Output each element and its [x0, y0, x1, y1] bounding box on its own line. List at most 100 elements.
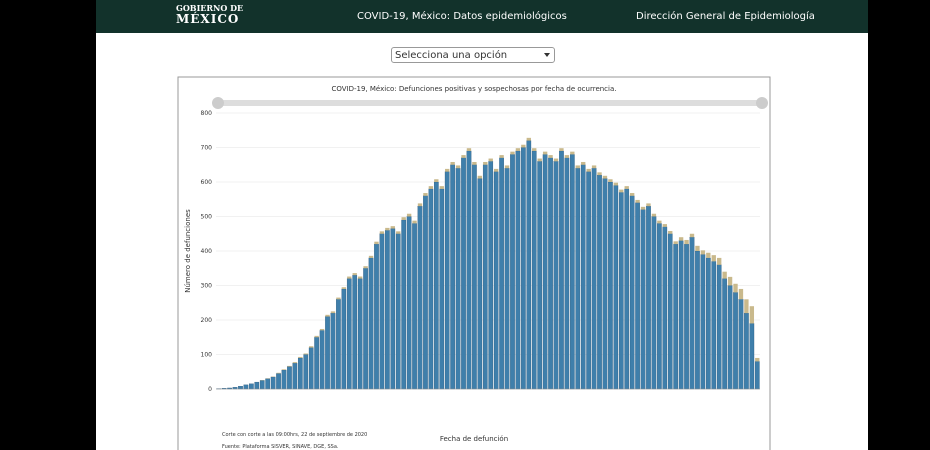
bar [559, 148, 564, 151]
bar [695, 250, 700, 390]
bar [510, 154, 515, 390]
bar [608, 181, 613, 390]
y-tick-label: 700 [201, 145, 213, 152]
bar [395, 233, 401, 390]
note: Fuente: Plataforma SISVER, SINAVE, DGE, … [222, 444, 339, 450]
bar [445, 168, 450, 172]
site-title[interactable]: COVID-19, México: Datos epidemiológicos [357, 11, 567, 22]
bar [488, 158, 493, 162]
bar [635, 199, 640, 203]
bar [504, 168, 510, 390]
bar [684, 243, 689, 390]
bar [423, 193, 428, 196]
bar [493, 171, 499, 390]
bar [553, 161, 559, 390]
option-select[interactable]: Selecciona una opción [391, 47, 555, 63]
bar [336, 299, 341, 390]
bar [727, 285, 733, 390]
range-slider[interactable] [218, 100, 762, 106]
bar [651, 213, 657, 217]
bar [542, 151, 548, 155]
slider-handle[interactable] [756, 97, 768, 109]
bar [640, 206, 646, 210]
bar [548, 157, 553, 390]
bar [651, 216, 657, 390]
bar [662, 224, 667, 227]
bar [330, 312, 336, 390]
bar [276, 373, 281, 390]
bar [270, 376, 276, 390]
bar [613, 182, 619, 186]
bar [368, 257, 374, 390]
bar [374, 243, 379, 390]
bar [352, 273, 357, 276]
y-tick-label: 100 [201, 352, 213, 359]
bar [379, 231, 385, 234]
bar [733, 292, 738, 390]
bar [357, 276, 363, 279]
bar [646, 205, 651, 390]
bar [450, 164, 455, 390]
bar [363, 266, 368, 269]
bar [738, 288, 744, 300]
bar [613, 185, 619, 390]
bar [744, 312, 749, 390]
agency-link[interactable]: Dirección General de Epidemiología [636, 11, 815, 22]
bar [499, 157, 504, 390]
bar [488, 161, 494, 390]
bar [624, 186, 629, 189]
bar [635, 202, 640, 390]
bar [434, 179, 439, 182]
bar [521, 147, 526, 390]
bar [472, 161, 477, 165]
y-tick-label: 200 [201, 317, 213, 324]
bar [461, 157, 466, 390]
bar [716, 264, 722, 390]
bar [569, 154, 575, 390]
bar [238, 386, 243, 390]
bar [379, 233, 385, 390]
logo[interactable]: GOBIERNO DE MÉXICO [176, 3, 243, 25]
bar [450, 161, 455, 165]
bar [515, 148, 521, 151]
bar [330, 311, 336, 314]
y-tick-label: 400 [201, 248, 213, 255]
bar [417, 203, 423, 207]
bar [608, 179, 613, 182]
bar [586, 171, 591, 390]
bar [722, 271, 727, 279]
bar [629, 195, 635, 390]
bar [439, 186, 444, 189]
bar [423, 195, 428, 390]
bar [297, 357, 303, 390]
bar [532, 148, 537, 151]
y-tick-label: 500 [201, 214, 213, 221]
bar [428, 186, 434, 189]
bar [553, 158, 559, 162]
bar [542, 154, 548, 390]
bar [406, 213, 412, 217]
bar [575, 165, 580, 169]
bar [374, 241, 379, 245]
bar [292, 362, 298, 364]
bar [733, 283, 738, 293]
bar [678, 237, 684, 241]
bar [526, 140, 532, 390]
bar [510, 151, 515, 155]
bar [325, 314, 330, 317]
bar [559, 150, 564, 390]
bar [597, 172, 602, 176]
bar [287, 365, 292, 367]
slider-handle[interactable] [212, 97, 224, 109]
y-tick-label: 0 [208, 386, 212, 393]
bar [618, 192, 624, 390]
bar [657, 223, 662, 390]
bar [390, 226, 395, 229]
bar [325, 316, 330, 390]
bar [646, 203, 651, 207]
bar [586, 168, 591, 172]
bar [689, 237, 695, 390]
bar [700, 250, 706, 255]
bar [482, 164, 488, 390]
y-axis-label: Número de defunciones [184, 209, 192, 293]
